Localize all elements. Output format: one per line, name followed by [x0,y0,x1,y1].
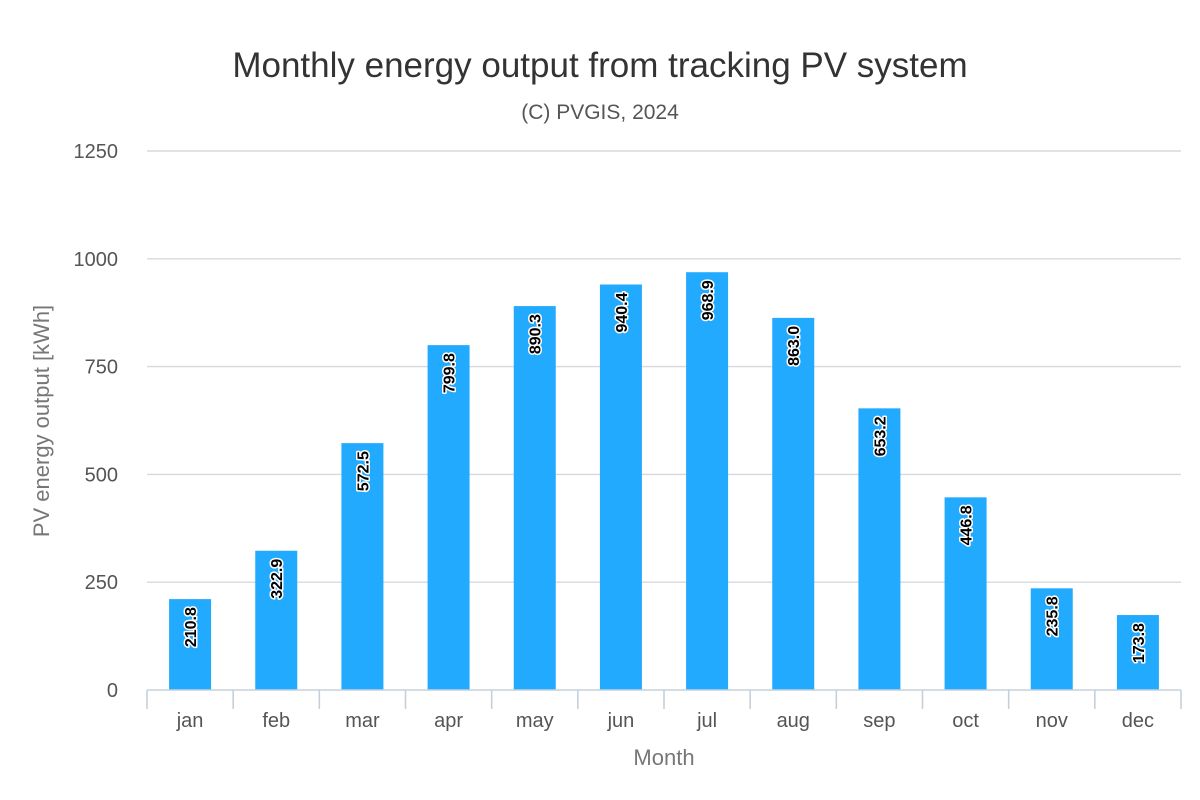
bar-feb [255,550,298,690]
data-label-aug: 863.0 [786,326,803,366]
y-gridlines [147,150,1181,583]
bar-jun [599,284,642,690]
x-tick-label: feb [262,710,290,732]
bar-mar [341,443,384,690]
data-label-jul: 968.9 [700,280,717,320]
y-tick-label: 1250 [74,141,119,163]
bar-nov [1030,588,1073,690]
x-tick-label: apr [434,710,463,732]
data-label-dec: 173.8 [1131,623,1148,663]
data-label-sep: 653.2 [872,416,889,456]
chart-subtitle: (C) PVGIS, 2024 [521,101,679,124]
data-label-may: 890.3 [528,314,545,354]
data-label-oct: 446.8 [959,505,976,545]
x-tick-labels: jan feb mar apr may jun jul aug sep oct nov dec [176,710,1154,732]
bar-may [513,306,556,690]
data-label-jan: 210.8 [183,607,200,647]
x-tick-label: nov [1036,710,1068,732]
bars [169,272,1159,690]
x-tick-label: aug [777,710,810,732]
data-label-mar: 572.5 [355,451,372,491]
x-tick-label: sep [863,710,895,732]
bar-jul [686,272,729,690]
x-tick-label: dec [1122,710,1154,732]
y-tick-labels: 0 250 500 750 1000 1250 [74,141,119,702]
chart-title: Monthly energy output from tracking PV s… [232,46,967,85]
x-tick-label: jan [176,710,204,732]
data-labels: 210.8 322.9 572.5 799.8 890.3 940.4 968.9 863.0… [182,279,1150,665]
y-tick-label: 250 [85,572,118,594]
x-tick-label: may [516,710,554,732]
data-label-jun: 940.4 [614,292,631,332]
bar-oct [944,497,987,690]
data-label-nov: 235.8 [1045,596,1062,636]
bar-aug [772,317,815,690]
bar-apr [427,345,470,690]
y-tick-label: 750 [85,357,118,379]
x-tick-label: mar [345,710,380,732]
y-tick-label: 1000 [74,249,119,271]
bar-sep [858,408,901,690]
y-tick-label: 0 [107,680,118,702]
x-tick-label: jul [696,710,717,732]
x-axis-title: Month [633,745,694,770]
bar-jan [169,599,212,690]
x-tick-label: jun [607,710,635,732]
data-label-apr: 799.8 [442,353,459,393]
data-label-feb: 322.9 [269,559,286,599]
x-axis [146,689,1182,709]
y-tick-label: 500 [85,464,118,486]
y-axis-title: PV energy output [kWh] [29,305,54,537]
bar-dec [1116,615,1159,690]
x-tick-label: oct [952,710,979,732]
